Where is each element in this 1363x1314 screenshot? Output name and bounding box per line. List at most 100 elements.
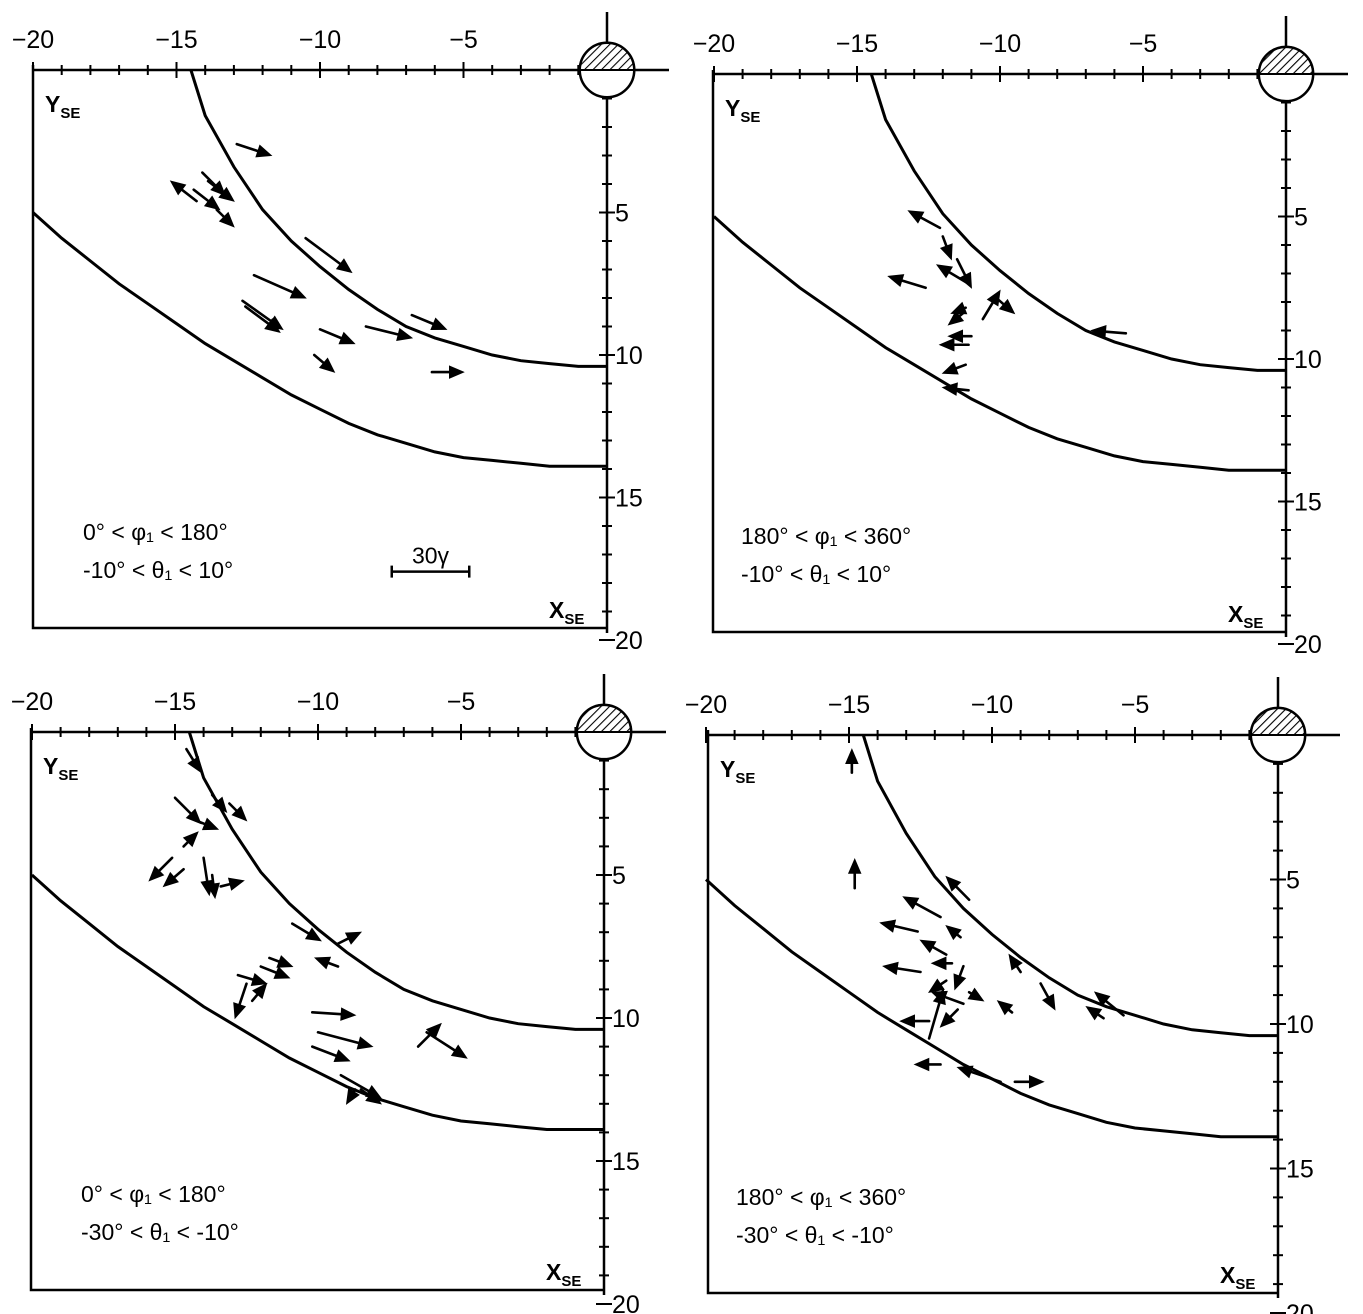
- vector-shaft: [954, 363, 967, 370]
- field-vector: [1039, 982, 1056, 1011]
- condition-label: -10° < θ₁ < 10°: [741, 561, 891, 587]
- vector-head: [231, 805, 248, 822]
- vector-head: [264, 318, 281, 333]
- condition-label: -30° < θ₁ < -10°: [736, 1222, 894, 1248]
- x-tick-label: −5: [1121, 691, 1150, 719]
- vector-shaft: [202, 856, 209, 883]
- vector-head: [365, 1089, 382, 1105]
- condition-label: -30° < θ₁ < -10°: [81, 1219, 239, 1245]
- vector-shaft: [336, 937, 350, 945]
- y-tick-label: 15: [612, 1148, 640, 1176]
- inner-boundary: [861, 734, 1278, 1038]
- vector-shaft: [927, 1001, 941, 1040]
- inner-boundary: [187, 731, 604, 1031]
- y-tick-label: 10: [1294, 346, 1322, 374]
- y-tick-label: 15: [615, 485, 643, 513]
- field-vector: [907, 210, 942, 230]
- vector-shaft: [895, 967, 922, 974]
- vector-shaft: [914, 902, 942, 919]
- vector-head: [1090, 324, 1107, 339]
- vector-shaft: [188, 816, 207, 826]
- plot-frame: [29, 728, 604, 1292]
- y-tick-label: 15: [1286, 1156, 1314, 1184]
- x-tick-label: −20: [693, 30, 735, 58]
- y-tick-label: 10: [612, 1005, 640, 1033]
- vector-shaft: [172, 867, 185, 879]
- y-tick-label: 5: [1286, 867, 1300, 895]
- x-tick-label: −15: [836, 30, 878, 58]
- vector-shaft: [250, 993, 259, 1003]
- x-tick-label: −10: [971, 691, 1013, 719]
- vector-head: [1093, 991, 1111, 1007]
- vector-head: [338, 331, 356, 345]
- field-vector: [188, 816, 220, 831]
- field-vector: [219, 877, 245, 891]
- vector-head: [206, 882, 220, 900]
- field-vector: [336, 931, 363, 945]
- vector-head: [996, 1000, 1014, 1016]
- vector-head: [945, 875, 962, 892]
- field-vector: [233, 982, 248, 1020]
- condition-label: 180° < φ₁ < 360°: [741, 523, 911, 549]
- vector-shaft: [192, 188, 210, 203]
- field-vector: [1013, 1075, 1045, 1089]
- vector-shaft: [252, 273, 295, 294]
- field-vector: [935, 264, 967, 284]
- vector-shaft: [931, 945, 948, 956]
- field-vector: [928, 978, 948, 993]
- vector-head: [187, 756, 202, 774]
- field-vector: [316, 1031, 374, 1050]
- vector-head: [879, 919, 897, 933]
- field-vector: [345, 1087, 360, 1105]
- y-axis-name: YSE: [725, 95, 760, 126]
- field-vector: [310, 1007, 357, 1021]
- field-vector: [185, 747, 202, 774]
- vector-head: [430, 317, 448, 331]
- field-vector: [941, 361, 967, 375]
- field-vector: [206, 873, 220, 900]
- vector-shaft: [244, 305, 270, 326]
- y-tick-label: 20: [1286, 1300, 1314, 1314]
- field-vector: [364, 325, 414, 341]
- field-vector: [953, 964, 967, 991]
- y-tick-label: 10: [1286, 1011, 1314, 1039]
- vector-shaft: [981, 301, 995, 321]
- vector-shaft: [236, 973, 255, 981]
- x-axis-subscript: SE: [1243, 615, 1263, 632]
- vector-head: [919, 939, 937, 954]
- field-vector: [425, 1031, 468, 1059]
- earth-night-side: [578, 41, 636, 71]
- vector-head: [847, 858, 862, 874]
- vector-shaft: [1039, 982, 1050, 999]
- vector-head: [967, 987, 985, 1002]
- panel-1: −20 −15 −10 −5 5 10 15 20 YSE XSE 0° < φ₁ < 180° -1…: [12, 12, 669, 655]
- vector-shaft: [955, 257, 967, 277]
- vector-shaft: [900, 279, 927, 290]
- vector-head: [887, 274, 905, 288]
- vector-shaft: [259, 965, 278, 975]
- field-vector: [359, 1088, 382, 1105]
- x-axis-name: XSE: [549, 597, 584, 628]
- y-axis-subscript: SE: [740, 109, 760, 126]
- earth-night-side: [1257, 45, 1315, 75]
- vector-head: [318, 357, 336, 373]
- y-tick-label: 15: [1294, 489, 1322, 517]
- field-vector: [945, 924, 962, 941]
- vector-head: [956, 1065, 974, 1079]
- plot-frame: [711, 70, 1286, 634]
- vector-head: [953, 973, 967, 991]
- vector-head: [313, 956, 332, 970]
- y-tick-label: 5: [615, 200, 629, 228]
- vector-shaft: [955, 387, 970, 392]
- earth-night-side: [1249, 706, 1307, 736]
- field-vector: [882, 961, 922, 976]
- vector-shaft: [304, 236, 342, 266]
- vector-shaft: [1096, 1013, 1105, 1020]
- field-vector: [992, 294, 1016, 315]
- x-axis-subscript: SE: [564, 611, 584, 628]
- scale-label: 30γ: [412, 543, 450, 569]
- field-vector: [938, 337, 970, 352]
- x-tick-label: −20: [11, 688, 53, 716]
- x-tick-label: −10: [299, 26, 341, 54]
- panel-2: −20 −15 −10 −5 5 10 15 20 YSE XSE 180° < φ₁ < 360°…: [693, 16, 1348, 659]
